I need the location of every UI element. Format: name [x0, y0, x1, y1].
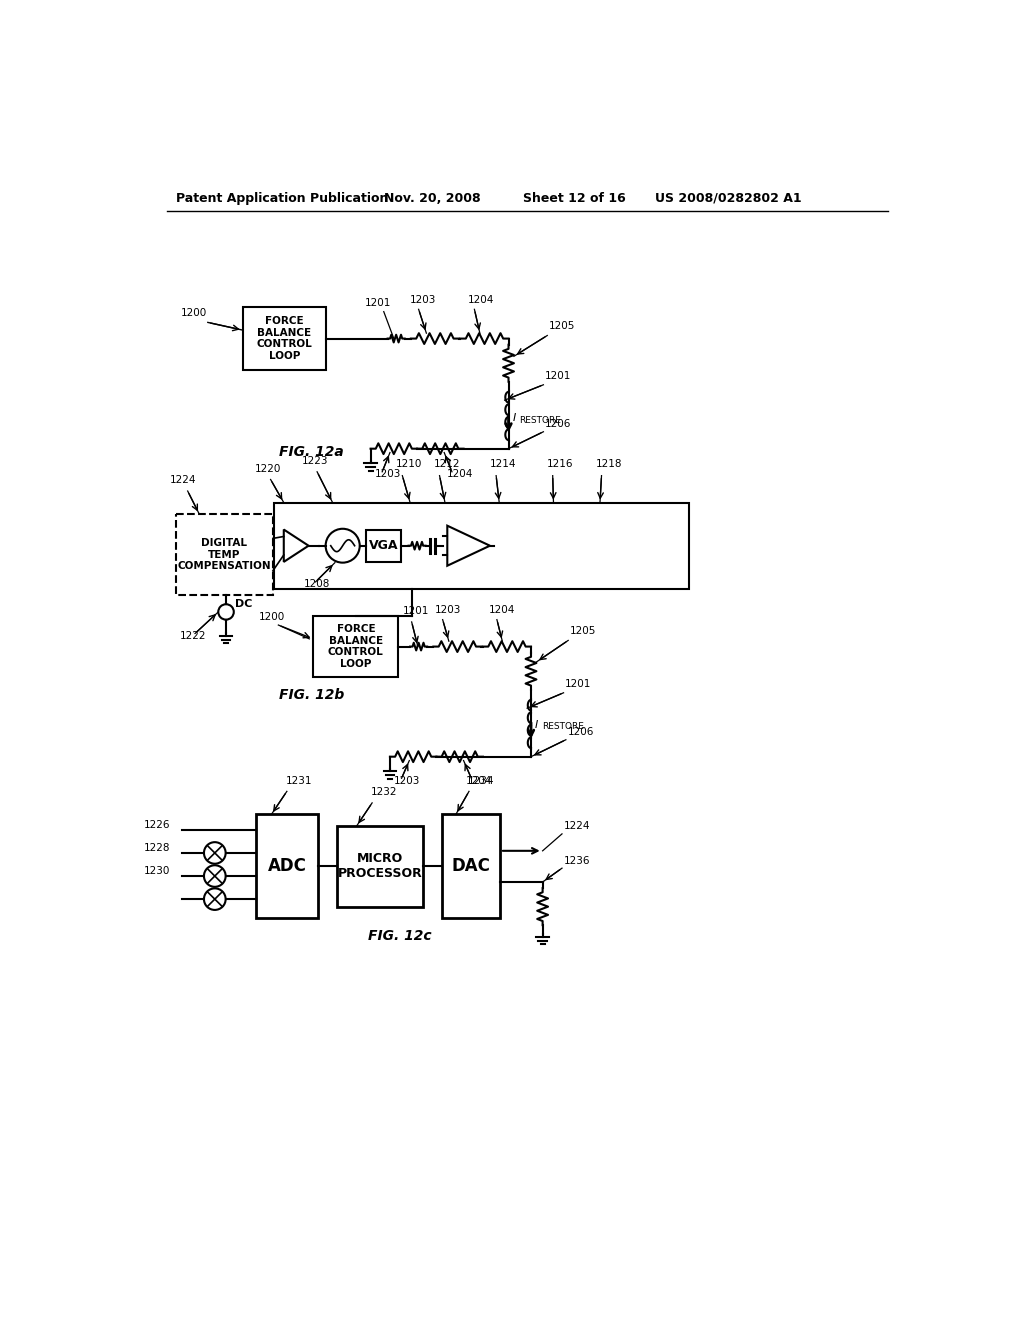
Bar: [274, 503, 689, 589]
Text: 1216: 1216: [547, 459, 573, 469]
Text: 1226: 1226: [144, 820, 171, 830]
Text: 1228: 1228: [144, 843, 171, 854]
Text: 1200: 1200: [180, 309, 207, 318]
Text: 1214: 1214: [489, 459, 516, 469]
Text: 1203: 1203: [375, 469, 400, 479]
Text: 1203: 1203: [394, 776, 420, 785]
Text: 1236: 1236: [563, 855, 590, 866]
Text: 1206: 1206: [545, 420, 571, 429]
Text: 1201: 1201: [565, 678, 592, 689]
Text: 1204: 1204: [468, 296, 495, 305]
Text: 1220: 1220: [255, 463, 282, 474]
Text: VGA: VGA: [369, 539, 398, 552]
Text: 1201: 1201: [545, 371, 571, 380]
Text: 1201: 1201: [402, 606, 429, 616]
Text: 1231: 1231: [286, 776, 312, 785]
Text: I: I: [535, 719, 539, 730]
Bar: [337, 826, 423, 907]
Text: I: I: [512, 413, 516, 424]
Text: 1232: 1232: [371, 787, 397, 797]
Bar: [243, 308, 327, 370]
Text: 1205: 1205: [549, 321, 575, 331]
Text: 1204: 1204: [466, 776, 493, 785]
Text: 1201: 1201: [365, 298, 391, 309]
Text: 1208: 1208: [304, 579, 331, 589]
Text: Nov. 20, 2008: Nov. 20, 2008: [384, 191, 480, 205]
Text: Patent Application Publication: Patent Application Publication: [176, 191, 388, 205]
Bar: [256, 814, 317, 919]
Text: 1206: 1206: [567, 727, 594, 737]
Text: Sheet 12 of 16: Sheet 12 of 16: [523, 191, 626, 205]
Text: US 2008/0282802 A1: US 2008/0282802 A1: [655, 191, 802, 205]
Text: MICRO
PROCESSOR: MICRO PROCESSOR: [338, 853, 422, 880]
Text: 1230: 1230: [144, 866, 171, 876]
Text: 1210: 1210: [396, 459, 423, 469]
Text: 1224: 1224: [563, 821, 590, 832]
Text: 1203: 1203: [410, 296, 435, 305]
Text: FIG. 12c: FIG. 12c: [369, 929, 432, 942]
Text: FORCE
BALANCE
CONTROL
LOOP: FORCE BALANCE CONTROL LOOP: [257, 317, 312, 360]
Bar: [313, 615, 398, 677]
Text: 1234: 1234: [467, 776, 494, 785]
Text: 1205: 1205: [569, 626, 596, 636]
Text: 1204: 1204: [489, 605, 515, 615]
Text: 1223: 1223: [302, 457, 328, 466]
Text: RESTORE: RESTORE: [542, 722, 584, 731]
Text: 1203: 1203: [435, 605, 461, 615]
Text: 1222: 1222: [179, 631, 206, 642]
Text: 1200: 1200: [259, 611, 286, 622]
Text: FIG. 12a: FIG. 12a: [280, 445, 344, 459]
Text: 1224: 1224: [170, 475, 197, 486]
Text: FIG. 12b: FIG. 12b: [280, 688, 344, 702]
Text: DC: DC: [236, 599, 253, 610]
Text: 1204: 1204: [446, 469, 473, 479]
Bar: [442, 814, 500, 919]
Text: ADC: ADC: [267, 858, 306, 875]
Bar: [366, 529, 400, 562]
Bar: [176, 515, 273, 595]
Text: 1212: 1212: [433, 459, 460, 469]
Text: FORCE
BALANCE
CONTROL
LOOP: FORCE BALANCE CONTROL LOOP: [328, 624, 384, 669]
Text: RESTORE: RESTORE: [519, 416, 561, 425]
Text: DIGITAL
TEMP
COMPENSATION: DIGITAL TEMP COMPENSATION: [178, 539, 271, 572]
Text: DAC: DAC: [452, 858, 490, 875]
Text: 1218: 1218: [595, 459, 622, 469]
